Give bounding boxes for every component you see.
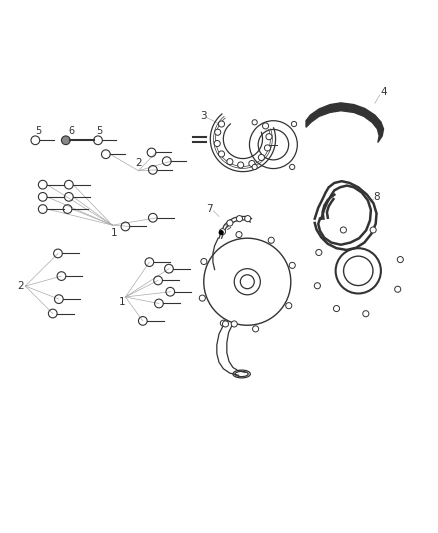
- Circle shape: [262, 123, 268, 129]
- Circle shape: [395, 286, 401, 292]
- Circle shape: [363, 311, 369, 317]
- Circle shape: [252, 120, 257, 125]
- Text: 1: 1: [119, 297, 125, 307]
- Circle shape: [201, 259, 207, 264]
- Text: 2: 2: [135, 158, 142, 168]
- Circle shape: [291, 122, 297, 127]
- Circle shape: [286, 303, 292, 309]
- Circle shape: [219, 151, 225, 157]
- Text: 2: 2: [17, 281, 23, 291]
- Circle shape: [231, 321, 237, 327]
- Circle shape: [237, 162, 244, 168]
- Text: 6: 6: [68, 126, 74, 136]
- Circle shape: [252, 164, 257, 169]
- Circle shape: [227, 220, 233, 226]
- Circle shape: [266, 134, 272, 140]
- Circle shape: [220, 320, 226, 326]
- Circle shape: [237, 215, 243, 222]
- Circle shape: [215, 129, 221, 135]
- Circle shape: [227, 158, 233, 165]
- Text: 7: 7: [206, 204, 213, 214]
- Text: 3: 3: [201, 111, 207, 122]
- Text: 4: 4: [380, 87, 387, 98]
- Circle shape: [370, 227, 376, 233]
- Circle shape: [265, 145, 271, 151]
- Circle shape: [253, 326, 259, 332]
- Text: 5: 5: [97, 126, 103, 136]
- Circle shape: [290, 164, 295, 169]
- Circle shape: [340, 227, 346, 233]
- Circle shape: [289, 262, 295, 269]
- Circle shape: [223, 321, 229, 327]
- Circle shape: [397, 256, 403, 263]
- Circle shape: [333, 305, 339, 312]
- Polygon shape: [306, 103, 384, 142]
- Text: 5: 5: [35, 126, 41, 136]
- Circle shape: [258, 155, 265, 160]
- Circle shape: [219, 121, 225, 127]
- Circle shape: [61, 136, 70, 144]
- Circle shape: [199, 295, 205, 301]
- Circle shape: [316, 249, 322, 255]
- Circle shape: [236, 231, 242, 238]
- Circle shape: [214, 141, 220, 147]
- Circle shape: [245, 215, 251, 222]
- Circle shape: [268, 237, 274, 244]
- Circle shape: [249, 160, 255, 167]
- Circle shape: [314, 282, 321, 289]
- Text: 1: 1: [111, 228, 118, 238]
- Circle shape: [219, 230, 224, 235]
- Text: 8: 8: [373, 192, 380, 202]
- Circle shape: [219, 229, 226, 235]
